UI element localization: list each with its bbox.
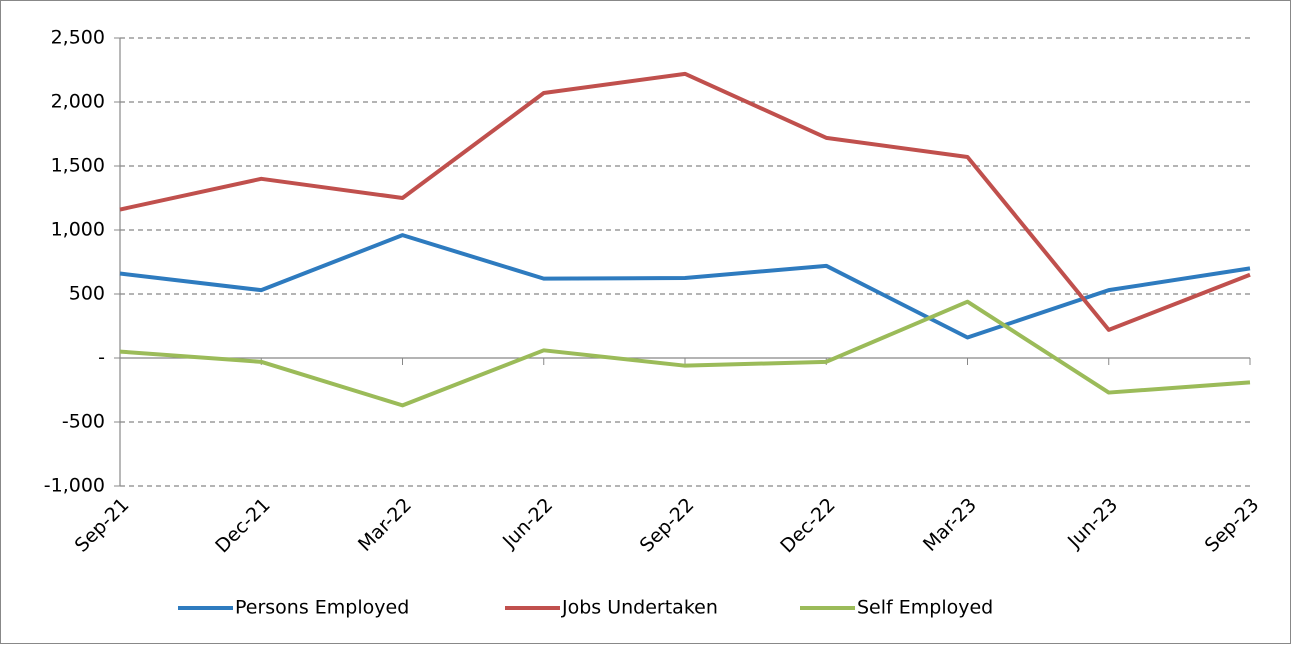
series-line [119,299,1251,408]
legend-label: Jobs Undertaken [561,597,718,619]
legend-label: Persons Employed [235,597,409,619]
y-tick-label: 2,500 [51,27,105,49]
y-tick-label: 1,000 [51,219,105,241]
y-tick-label: -500 [62,411,105,433]
y-tick-label: 1,500 [51,155,105,177]
series-line [119,71,1251,332]
y-tick-label: 2,000 [51,91,105,113]
y-tick-label: - [98,347,105,369]
series-line [119,233,1251,340]
legend-label: Self Employed [857,597,993,619]
y-tick-label: -1,000 [44,475,105,497]
y-tick-label: 500 [69,283,105,305]
